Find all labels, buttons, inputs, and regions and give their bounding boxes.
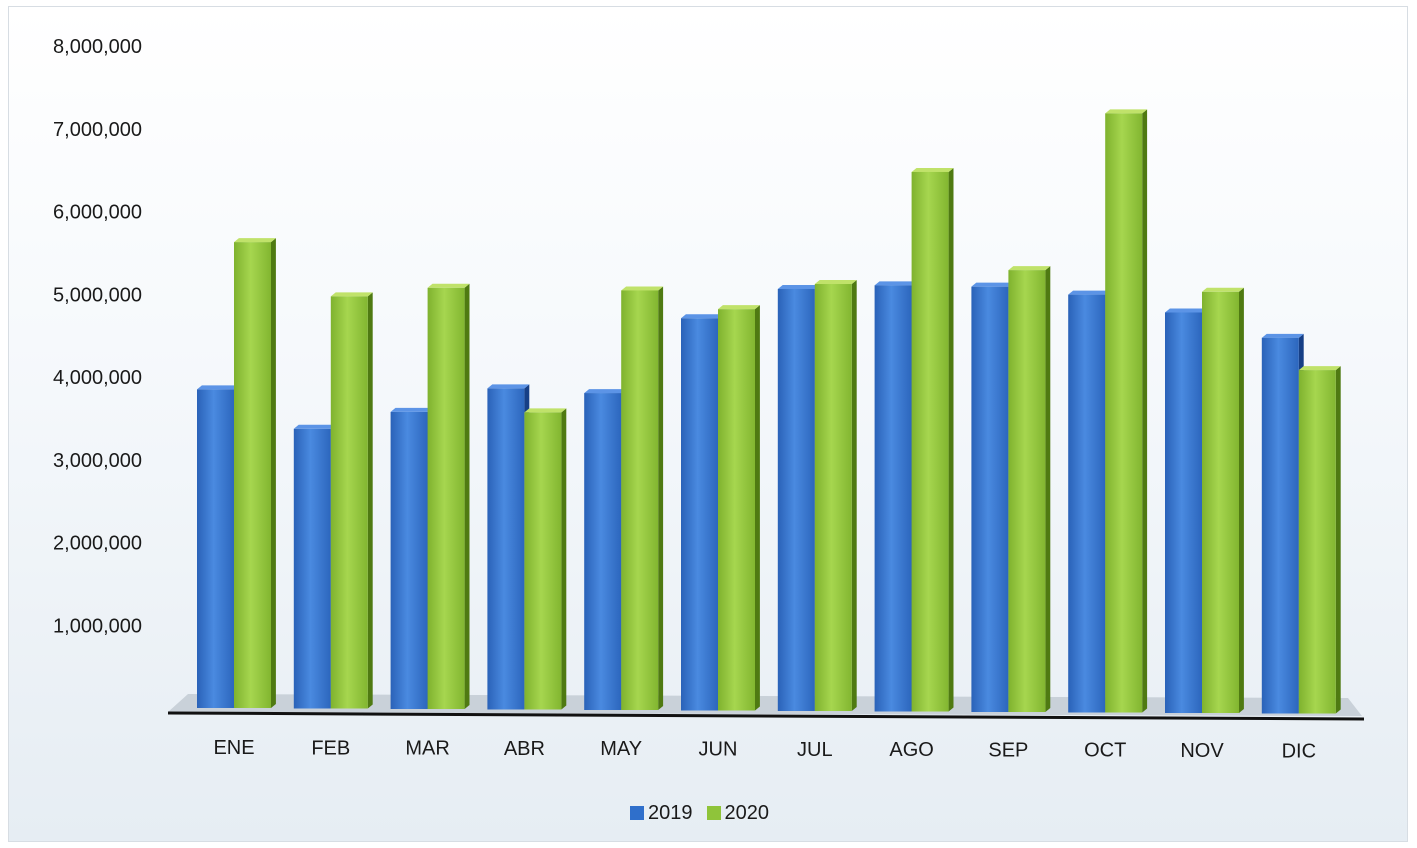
bar-2019-oct	[1068, 290, 1111, 713]
y-tick-label: 2,000,000	[53, 533, 142, 555]
bar-2019-ago	[874, 281, 917, 712]
bar-2020-dic	[1298, 366, 1341, 714]
y-tick-label: 5,000,000	[53, 284, 142, 306]
x-tick-label: DIC	[1282, 740, 1316, 762]
y-tick-label: 7,000,000	[53, 119, 142, 141]
bar-2019-ene	[197, 385, 239, 708]
bar-2019-mar	[390, 407, 433, 709]
y-tick-label: 8,000,000	[53, 36, 142, 58]
x-tick-label: JUN	[699, 739, 738, 761]
bar-2020-sep	[1008, 266, 1051, 712]
x-tick-label: SEP	[988, 739, 1028, 761]
bar-2020-mar	[427, 283, 470, 709]
bar-2020-abr	[524, 408, 567, 710]
legend-item-2019: 2019	[630, 802, 693, 825]
x-tick-label: AGO	[889, 739, 933, 761]
x-tick-label: MAY	[600, 738, 642, 760]
x-tick-label: MAR	[405, 738, 449, 760]
x-tick-label: NOV	[1180, 740, 1224, 762]
bar-2020-nov	[1202, 287, 1244, 713]
bar-2020-may	[621, 286, 664, 710]
bar-2020-jul	[814, 280, 857, 711]
x-axis-labels: ENE FEB MAR ABR MAY JUN JUL AGO SEP OCT NOV DIC	[213, 737, 1316, 762]
legend: 2019 2020	[630, 798, 769, 828]
x-tick-label: ABR	[504, 738, 545, 760]
bar-2019-abr	[487, 384, 530, 710]
bar-2019-feb	[293, 424, 336, 709]
y-tick-label: 4,000,000	[53, 367, 142, 389]
bar-2019-dic	[1261, 333, 1304, 714]
legend-label-2019: 2019	[648, 801, 693, 824]
x-tick-label: FEB	[311, 737, 350, 759]
bar-2019-nov	[1165, 308, 1207, 713]
x-axis-line	[167, 711, 1365, 721]
bar-2019-jun	[681, 314, 723, 711]
legend-label-2020: 2020	[724, 801, 770, 824]
y-tick-label: 1,000,000	[53, 615, 142, 637]
bar-2019-may	[584, 389, 627, 710]
x-tick-label: ENE	[213, 737, 254, 759]
x-tick-label: OCT	[1084, 740, 1126, 762]
bar-2020-feb	[330, 292, 373, 709]
bar-2020-oct	[1105, 109, 1148, 713]
bar-2020-jun	[718, 305, 760, 711]
y-axis-ticks: 1,000,000 2,000,000 3,000,000 4,000,000 5,00…	[53, 36, 142, 637]
bars-group	[197, 109, 1341, 714]
legend-item-2020: 2020	[706, 801, 770, 825]
y-tick-label: 3,000,000	[53, 450, 142, 472]
x-tick-label: JUL	[797, 739, 833, 761]
bar-2020-ago	[911, 167, 954, 712]
bar-2020-ene	[234, 238, 276, 708]
bar-2019-sep	[971, 282, 1014, 712]
bar-2019-jul	[777, 284, 820, 711]
y-tick-label: 6,000,000	[53, 202, 142, 224]
legend-swatch-2020	[706, 806, 721, 820]
legend-swatch-2019	[630, 806, 644, 820]
